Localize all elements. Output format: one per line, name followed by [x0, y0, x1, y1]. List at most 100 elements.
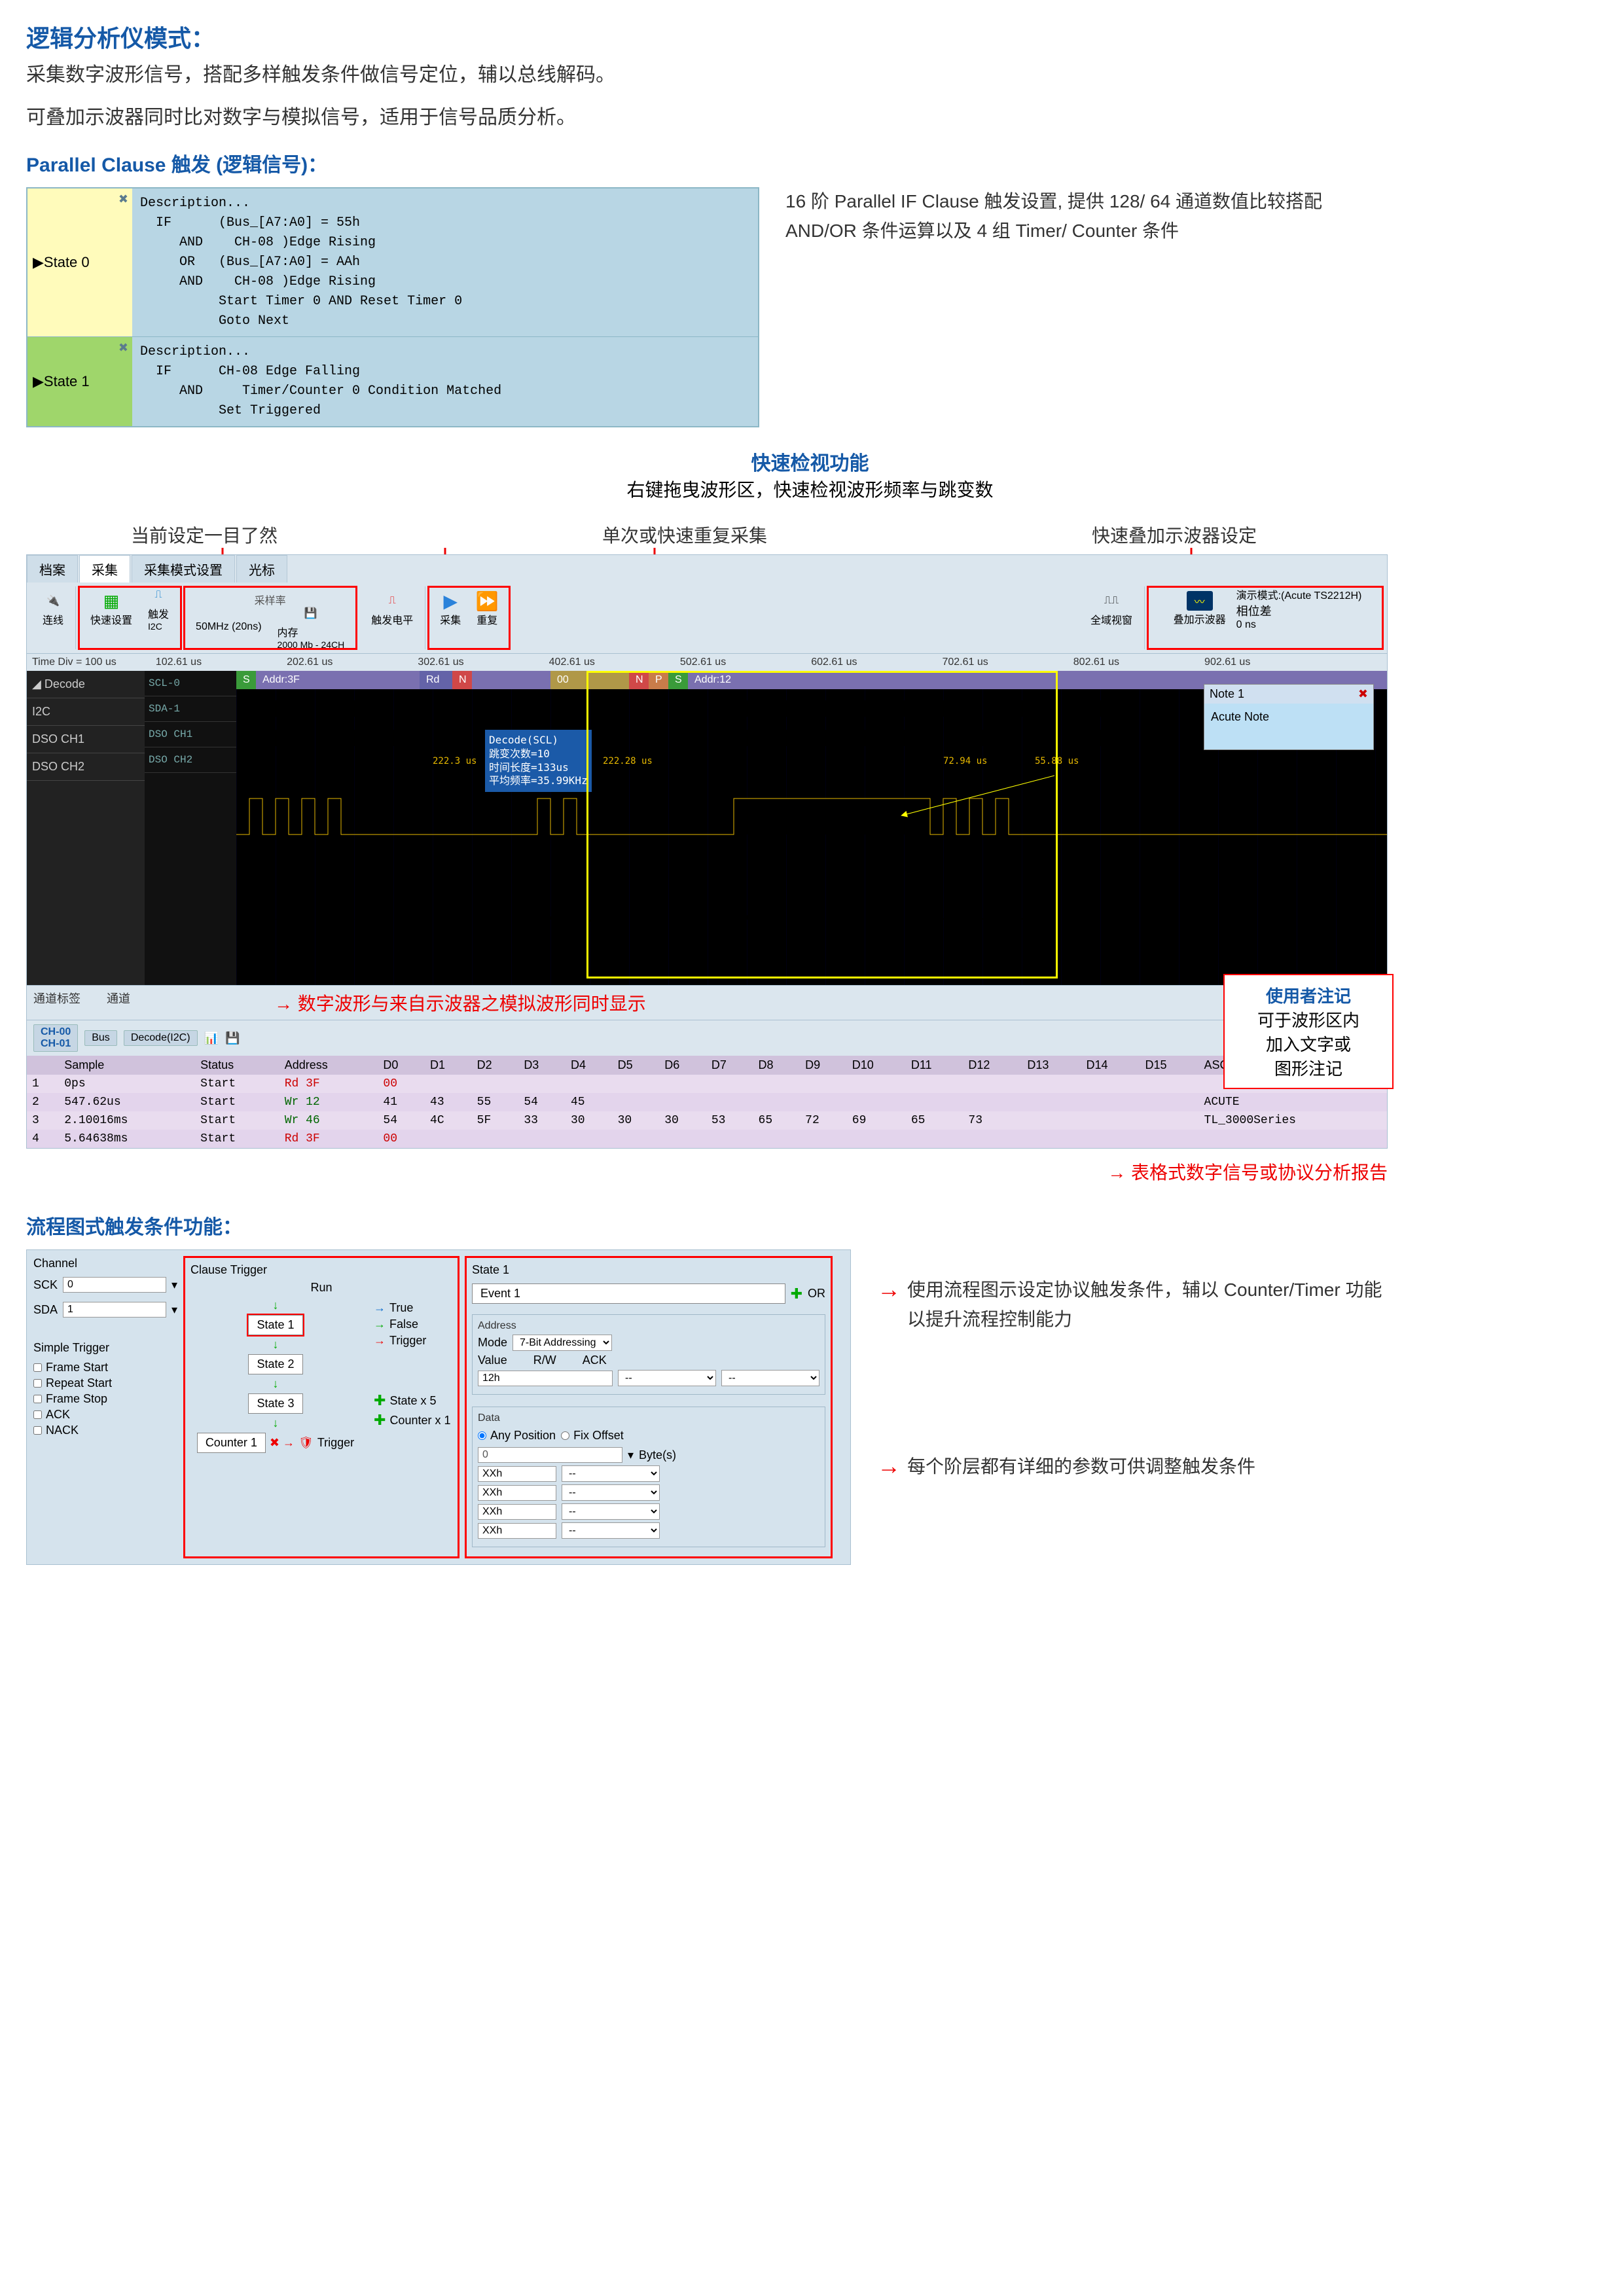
- wave-row-label[interactable]: DSO CH1: [27, 726, 145, 753]
- wave-labels: ◢ DecodeI2CDSO CH1DSO CH2: [27, 671, 145, 985]
- phase-value[interactable]: 0 ns: [1236, 619, 1362, 631]
- user-note-callout: 使用者注记 可于波形区内 加入文字或 图形注记: [1223, 974, 1394, 1089]
- state3-box[interactable]: State 3: [248, 1393, 302, 1414]
- tab-3[interactable]: 光标: [236, 555, 287, 583]
- check-ACK[interactable]: ACK: [33, 1408, 177, 1422]
- clause-trigger-col: Clause Trigger Run ↓ State 1 ↓ State 2 ↓…: [184, 1257, 459, 1558]
- chart-icon[interactable]: 📊: [204, 1031, 219, 1045]
- stackosc-button[interactable]: 〰叠加示波器: [1168, 590, 1231, 628]
- note-popup[interactable]: Note 1✖ Acute Note: [1204, 684, 1374, 750]
- tab-2[interactable]: 采集模式设置: [132, 555, 235, 583]
- state-row-0[interactable]: ✖ ▶ State 0 Description... IF (Bus_[A7:A…: [27, 188, 758, 337]
- channel-label: Channel: [33, 1257, 177, 1270]
- ack-select[interactable]: --: [721, 1370, 819, 1386]
- mode-select[interactable]: 7-Bit Addressing: [513, 1335, 612, 1351]
- state1-box[interactable]: State 1: [248, 1315, 302, 1335]
- global-group: ⎍⎍全域视窗: [1079, 586, 1145, 649]
- counter-box[interactable]: Counter 1: [197, 1433, 266, 1453]
- data-byte-input[interactable]: [478, 1485, 556, 1501]
- repeat-button[interactable]: ⏩重复: [471, 589, 503, 628]
- triggerlevel-group: ⎍触发电平: [359, 586, 425, 649]
- time-ruler: Time Div = 100 us 102.61 us202.61 us302.…: [27, 653, 1387, 671]
- srate-value: 50MHz (20ns): [196, 621, 261, 633]
- data-ack-select[interactable]: --: [562, 1465, 660, 1482]
- channel-pill[interactable]: CH-00 CH-01: [33, 1024, 78, 1052]
- sck-input[interactable]: [63, 1277, 166, 1293]
- check-Frame-Start[interactable]: Frame Start: [33, 1361, 177, 1374]
- anypos-radio[interactable]: Any Position: [478, 1429, 556, 1443]
- data-ack-select[interactable]: --: [562, 1503, 660, 1520]
- tab-1[interactable]: 采集: [79, 555, 130, 583]
- triglevel-label: 触发电平: [371, 611, 413, 627]
- save-icon[interactable]: 💾: [225, 1031, 240, 1045]
- note-title: Note 1: [1210, 687, 1244, 701]
- samplerate-button[interactable]: 50MHz (20ns): [190, 620, 266, 634]
- trigger-button[interactable]: ⎍触发I2C: [143, 583, 174, 634]
- wave-ch-label[interactable]: SCL-0: [145, 671, 236, 696]
- data-ack-select[interactable]: --: [562, 1522, 660, 1539]
- table-row[interactable]: 32.10016msStartWr 46544C5F33303030536572…: [27, 1111, 1387, 1130]
- rw-select[interactable]: --: [618, 1370, 716, 1386]
- intro-line1: 采集数字波形信号，搭配多样触发条件做信号定位，辅以总线解码。: [26, 60, 1594, 90]
- connect-button[interactable]: 🔌连线: [37, 589, 69, 628]
- state1-label[interactable]: ✖ ▶ State 1: [27, 337, 132, 426]
- report-toolbar: CH-00 CH-01 Bus Decode(I2C) 📊 💾 🔍: [27, 1020, 1387, 1056]
- state2-box[interactable]: State 2: [248, 1354, 302, 1374]
- event-box[interactable]: Event 1: [472, 1283, 785, 1304]
- wave-footer: 通道标签 通道 → 数字波形与来自示波器之模拟波形同时显示: [27, 985, 1387, 1020]
- check-NACK[interactable]: NACK: [33, 1424, 177, 1437]
- wave-row-label[interactable]: ◢ Decode: [27, 671, 145, 698]
- or-label[interactable]: OR: [808, 1287, 825, 1300]
- bus-pill[interactable]: Bus: [84, 1030, 117, 1046]
- mode-label: Mode: [478, 1336, 507, 1350]
- data-byte-input[interactable]: [478, 1466, 556, 1482]
- wave-row-label[interactable]: I2C: [27, 698, 145, 726]
- user-note-line: 加入文字或: [1233, 1031, 1384, 1056]
- phase-label: 相位差: [1236, 605, 1272, 618]
- wave-ch-label[interactable]: DSO CH1: [145, 722, 236, 747]
- counter-count[interactable]: Counter x 1: [389, 1414, 450, 1427]
- close-icon[interactable]: ✖: [118, 341, 128, 355]
- user-note-line: 图形注记: [1233, 1056, 1384, 1080]
- wave-canvas[interactable]: SAddr:3FRdN00NPSAddr:12 Decode(SCL)跳变次数=…: [236, 671, 1387, 985]
- data-label: Data: [478, 1412, 819, 1424]
- close-icon[interactable]: ✖: [1358, 687, 1368, 701]
- triglevel-button[interactable]: ⎍触发电平: [366, 589, 418, 628]
- acquire-button[interactable]: ▶采集: [435, 589, 466, 628]
- samplerate-group: 采样率 50MHz (20ns) 💾内存2000 Mb - 24CH: [184, 586, 357, 649]
- data-byte-input[interactable]: [478, 1504, 556, 1520]
- decode-pill[interactable]: Decode(I2C): [124, 1030, 198, 1046]
- globalwin-button[interactable]: ⎍⎍全域视窗: [1085, 589, 1138, 628]
- waveform-area[interactable]: ◢ DecodeI2CDSO CH1DSO CH2 SCL-0SDA-1DSO …: [27, 671, 1387, 985]
- wave-ch-label[interactable]: SDA-1: [145, 696, 236, 722]
- sda-input[interactable]: [63, 1302, 166, 1318]
- data-group: Data Any Position Fix Offset ▾Byte(s) --…: [472, 1407, 825, 1547]
- quickset-button[interactable]: ▦快速设置: [85, 589, 137, 628]
- close-icon[interactable]: ✖: [118, 192, 128, 206]
- table-row[interactable]: 10psStartRd 3F00: [27, 1075, 1387, 1093]
- state0-label[interactable]: ✖ ▶ State 0: [27, 188, 132, 336]
- tab-0[interactable]: 档案: [27, 555, 78, 583]
- data-byte-input[interactable]: [478, 1523, 556, 1539]
- state1-label-text: State 1: [44, 373, 90, 390]
- memory-button[interactable]: 💾内存2000 Mb - 24CH: [272, 601, 350, 653]
- connect-label: 连线: [43, 611, 63, 627]
- state-row-1[interactable]: ✖ ▶ State 1 Description... IF CH-08 Edge…: [27, 337, 758, 426]
- decode-tooltip: Decode(SCL)跳变次数=10时间长度=133us平均频率=35.99KH…: [485, 730, 592, 792]
- data-ack-select[interactable]: --: [562, 1484, 660, 1501]
- sda-label: SDA: [33, 1303, 58, 1317]
- check-Frame-Stop[interactable]: Frame Stop: [33, 1392, 177, 1406]
- wave-row-label[interactable]: DSO CH2: [27, 753, 145, 781]
- run-label: Run: [190, 1281, 452, 1295]
- table-row[interactable]: 45.64638msStartRd 3F00: [27, 1130, 1387, 1148]
- table-row[interactable]: 2547.62usStartWr 124143555445ACUTE: [27, 1093, 1387, 1111]
- value-input[interactable]: [478, 1371, 613, 1386]
- check-Repeat-Start[interactable]: Repeat Start: [33, 1376, 177, 1390]
- wave-ch-label[interactable]: DSO CH2: [145, 747, 236, 773]
- parallel-side-note: 16 阶 Parallel IF Clause 触发设置, 提供 128/ 64…: [785, 187, 1375, 427]
- report-table: SampleStatusAddressD0D1D2D3D4D5D6D7D8D9D…: [27, 1056, 1387, 1148]
- stack-group: 〰叠加示波器 演示模式:(Acute TS2212H) 相位差 0 ns: [1147, 586, 1383, 649]
- state-count[interactable]: State x 5: [389, 1394, 436, 1408]
- callout-2: 单次或快速重复采集: [602, 522, 767, 548]
- fixoff-radio[interactable]: Fix Offset: [561, 1429, 624, 1443]
